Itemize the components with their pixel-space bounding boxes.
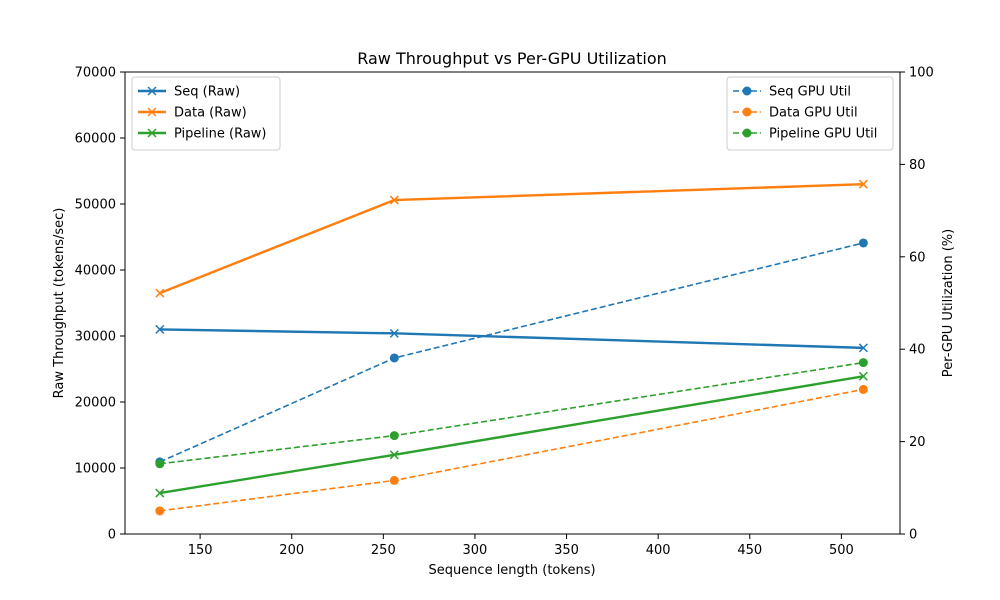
- gpu-util-point-pipeline-gpu-util-1: [389, 431, 399, 441]
- gpu-util-point-data-gpu-util-2: [858, 384, 868, 394]
- gpu-util-legend-label: Seq GPU Util: [769, 85, 851, 100]
- gpu-util-legend-item-data-gpu-util: Data GPU Util: [733, 106, 858, 121]
- plot-area: [155, 179, 868, 516]
- x-tick-label: 500: [829, 543, 854, 558]
- x-tick-label: 200: [279, 543, 304, 558]
- legend-gpu-util: Seq GPU Util Data GPU Util Pipeline GPU Ut…: [726, 76, 894, 151]
- x-axis-label: Sequence length (tokens): [428, 563, 595, 578]
- gpu-util-legend-label: Data GPU Util: [769, 106, 858, 121]
- raw-point-data-raw-1: [389, 195, 399, 205]
- gpu-util-point-data-gpu-util-1: [389, 475, 399, 485]
- y-left-tick-label: 0: [108, 528, 116, 543]
- gpu-util-point-seq-gpu-util-2: [858, 238, 868, 248]
- y-right-tick-label: 40: [909, 343, 926, 358]
- x-tick-label: 250: [371, 543, 396, 558]
- gpu-util-point-pipeline-gpu-util-2: [858, 358, 868, 368]
- gpu-util-line-seq-gpu-util: [159, 242, 864, 463]
- raw-legend-item-seq-raw: Seq (Raw): [138, 85, 240, 100]
- gpu-util-legend-label: Pipeline GPU Util: [769, 127, 877, 142]
- gpu-util-line-data-gpu-util: [159, 388, 864, 512]
- raw-legend-label: Seq (Raw): [174, 85, 240, 100]
- gpu-util-point-pipeline-gpu-util-0: [155, 459, 165, 469]
- axis-ticks: 150 200 250 300 350 400 450 5000100002000030000…: [75, 66, 934, 559]
- y-right-tick-label: 0: [909, 528, 917, 543]
- x-tick-label: 450: [737, 543, 762, 558]
- raw-point-data-raw-2: [858, 179, 868, 189]
- raw-legend-label: Pipeline (Raw): [174, 127, 267, 142]
- y-left-tick-label: 30000: [75, 330, 116, 345]
- raw-point-data-raw-0: [155, 288, 165, 298]
- gpu-util-point-data-gpu-util-0: [155, 506, 165, 516]
- y-right-tick-label: 60: [909, 250, 926, 265]
- gpu-util-line-pipeline-gpu-util: [159, 361, 864, 465]
- y-left-tick-label: 20000: [75, 396, 116, 411]
- gpu-util-legend-item-seq-gpu-util: Seq GPU Util: [733, 85, 851, 100]
- chart-title: Raw Throughput vs Per-GPU Utilization: [357, 49, 667, 68]
- x-tick-label: 350: [554, 543, 579, 558]
- legend-raw: Seq (Raw) Data (Raw) Pipeline (Raw): [131, 76, 281, 151]
- raw-legend-item-data-raw: Data (Raw): [138, 106, 247, 121]
- y-right-tick-label: 100: [909, 66, 934, 81]
- y-left-tick-label: 40000: [75, 264, 116, 279]
- y-right-tick-label: 20: [909, 435, 926, 450]
- raw-point-pipeline-raw-0: [155, 488, 165, 498]
- gpu-util-legend-item-pipeline-gpu-util: Pipeline GPU Util: [733, 127, 877, 142]
- y-axis-right-label: Per-GPU Utilization (%): [941, 229, 956, 377]
- y-right-tick-label: 80: [909, 158, 926, 173]
- y-left-tick-label: 50000: [75, 198, 116, 213]
- raw-point-seq-raw-0: [155, 324, 165, 334]
- x-tick-label: 150: [188, 543, 213, 558]
- x-tick-label: 300: [463, 543, 488, 558]
- y-left-tick-label: 60000: [75, 132, 116, 147]
- raw-point-seq-raw-1: [389, 328, 399, 338]
- gpu-util-legend-box: [726, 76, 894, 151]
- raw-legend-box: [131, 76, 281, 151]
- gpu-util-point-seq-gpu-util-1: [389, 353, 399, 363]
- raw-line-pipeline-raw: [159, 375, 864, 495]
- x-tick-label: 400: [646, 543, 671, 558]
- y-axis-left-label: Raw Throughput (tokens/sec): [52, 208, 67, 399]
- raw-point-pipeline-raw-1: [389, 450, 399, 460]
- raw-point-seq-raw-2: [858, 343, 868, 353]
- y-left-tick-label: 70000: [75, 66, 116, 81]
- plot-frame: [124, 71, 901, 535]
- y-left-tick-label: 10000: [75, 462, 116, 477]
- raw-line-data-raw: [159, 183, 864, 295]
- raw-point-pipeline-raw-2: [858, 371, 868, 381]
- raw-line-seq-raw: [159, 328, 864, 350]
- raw-legend-item-pipeline-raw: Pipeline (Raw): [138, 127, 267, 142]
- raw-legend-label: Data (Raw): [174, 106, 247, 121]
